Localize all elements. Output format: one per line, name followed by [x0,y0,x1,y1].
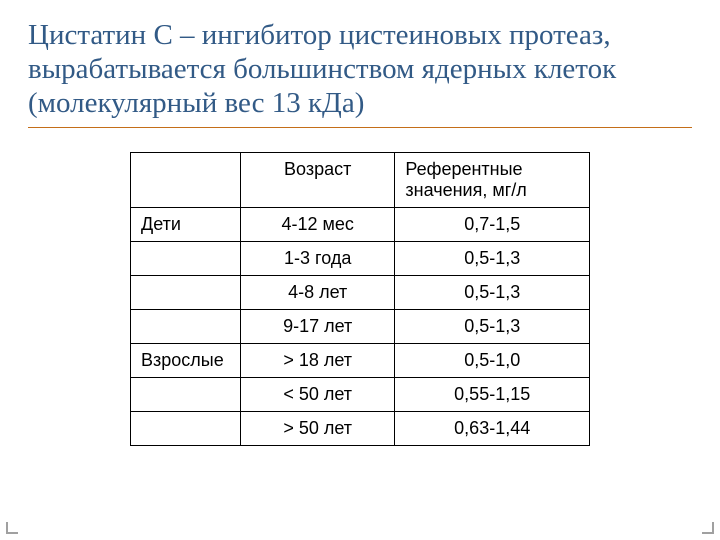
cell-group [131,377,241,411]
cell-age: 1-3 года [240,241,394,275]
slide-title: Цистатин С – ингибитор цистеиновых проте… [28,18,692,128]
table-row: Дети 4-12 мес 0,7-1,5 [131,207,590,241]
table-row: < 50 лет 0,55-1,15 [131,377,590,411]
cell-group: Дети [131,207,241,241]
corner-decoration-icon [6,522,18,534]
table-row: 9-17 лет 0,5-1,3 [131,309,590,343]
cell-age: 9-17 лет [240,309,394,343]
cell-group [131,275,241,309]
cell-group [131,309,241,343]
header-values: Референтные значения, мг/л [395,152,590,207]
cell-age: < 50 лет [240,377,394,411]
cell-age: > 18 лет [240,343,394,377]
slide: Цистатин С – ингибитор цистеиновых проте… [0,0,720,540]
table-row: 4-8 лет 0,5-1,3 [131,275,590,309]
table-container: Возраст Референтные значения, мг/л Дети … [28,152,692,446]
table-header-row: Возраст Референтные значения, мг/л [131,152,590,207]
cell-age: > 50 лет [240,411,394,445]
table-row: Взрослые > 18 лет 0,5-1,0 [131,343,590,377]
header-group [131,152,241,207]
cell-value: 0,5-1,3 [395,241,590,275]
corner-decoration-icon [702,522,714,534]
cell-value: 0,7-1,5 [395,207,590,241]
cell-group: Взрослые [131,343,241,377]
cell-value: 0,5-1,3 [395,309,590,343]
cell-group [131,411,241,445]
cell-value: 0,5-1,0 [395,343,590,377]
cell-value: 0,5-1,3 [395,275,590,309]
cell-age: 4-12 мес [240,207,394,241]
header-age: Возраст [240,152,394,207]
cell-group [131,241,241,275]
cell-age: 4-8 лет [240,275,394,309]
table-row: 1-3 года 0,5-1,3 [131,241,590,275]
table-row: > 50 лет 0,63-1,44 [131,411,590,445]
reference-table: Возраст Референтные значения, мг/л Дети … [130,152,590,446]
cell-value: 0,55-1,15 [395,377,590,411]
cell-value: 0,63-1,44 [395,411,590,445]
